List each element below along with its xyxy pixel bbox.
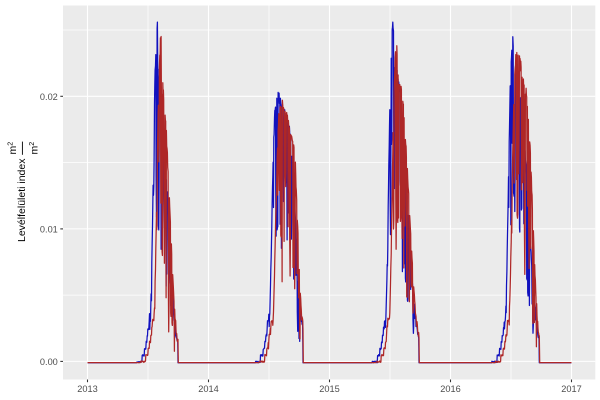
svg-text:0.00: 0.00: [40, 357, 58, 367]
svg-text:2013: 2013: [77, 384, 97, 394]
svg-text:0.01: 0.01: [40, 224, 58, 234]
svg-text:Levélfelületi index: Levélfelületi index: [16, 158, 28, 242]
svg-text:2017: 2017: [561, 384, 581, 394]
svg-text:2015: 2015: [319, 384, 339, 394]
svg-text:m2: m2: [7, 142, 19, 155]
svg-text:m2: m2: [29, 142, 41, 155]
svg-text:2014: 2014: [198, 384, 218, 394]
svg-text:2016: 2016: [440, 384, 460, 394]
svg-text:0.02: 0.02: [40, 92, 58, 102]
